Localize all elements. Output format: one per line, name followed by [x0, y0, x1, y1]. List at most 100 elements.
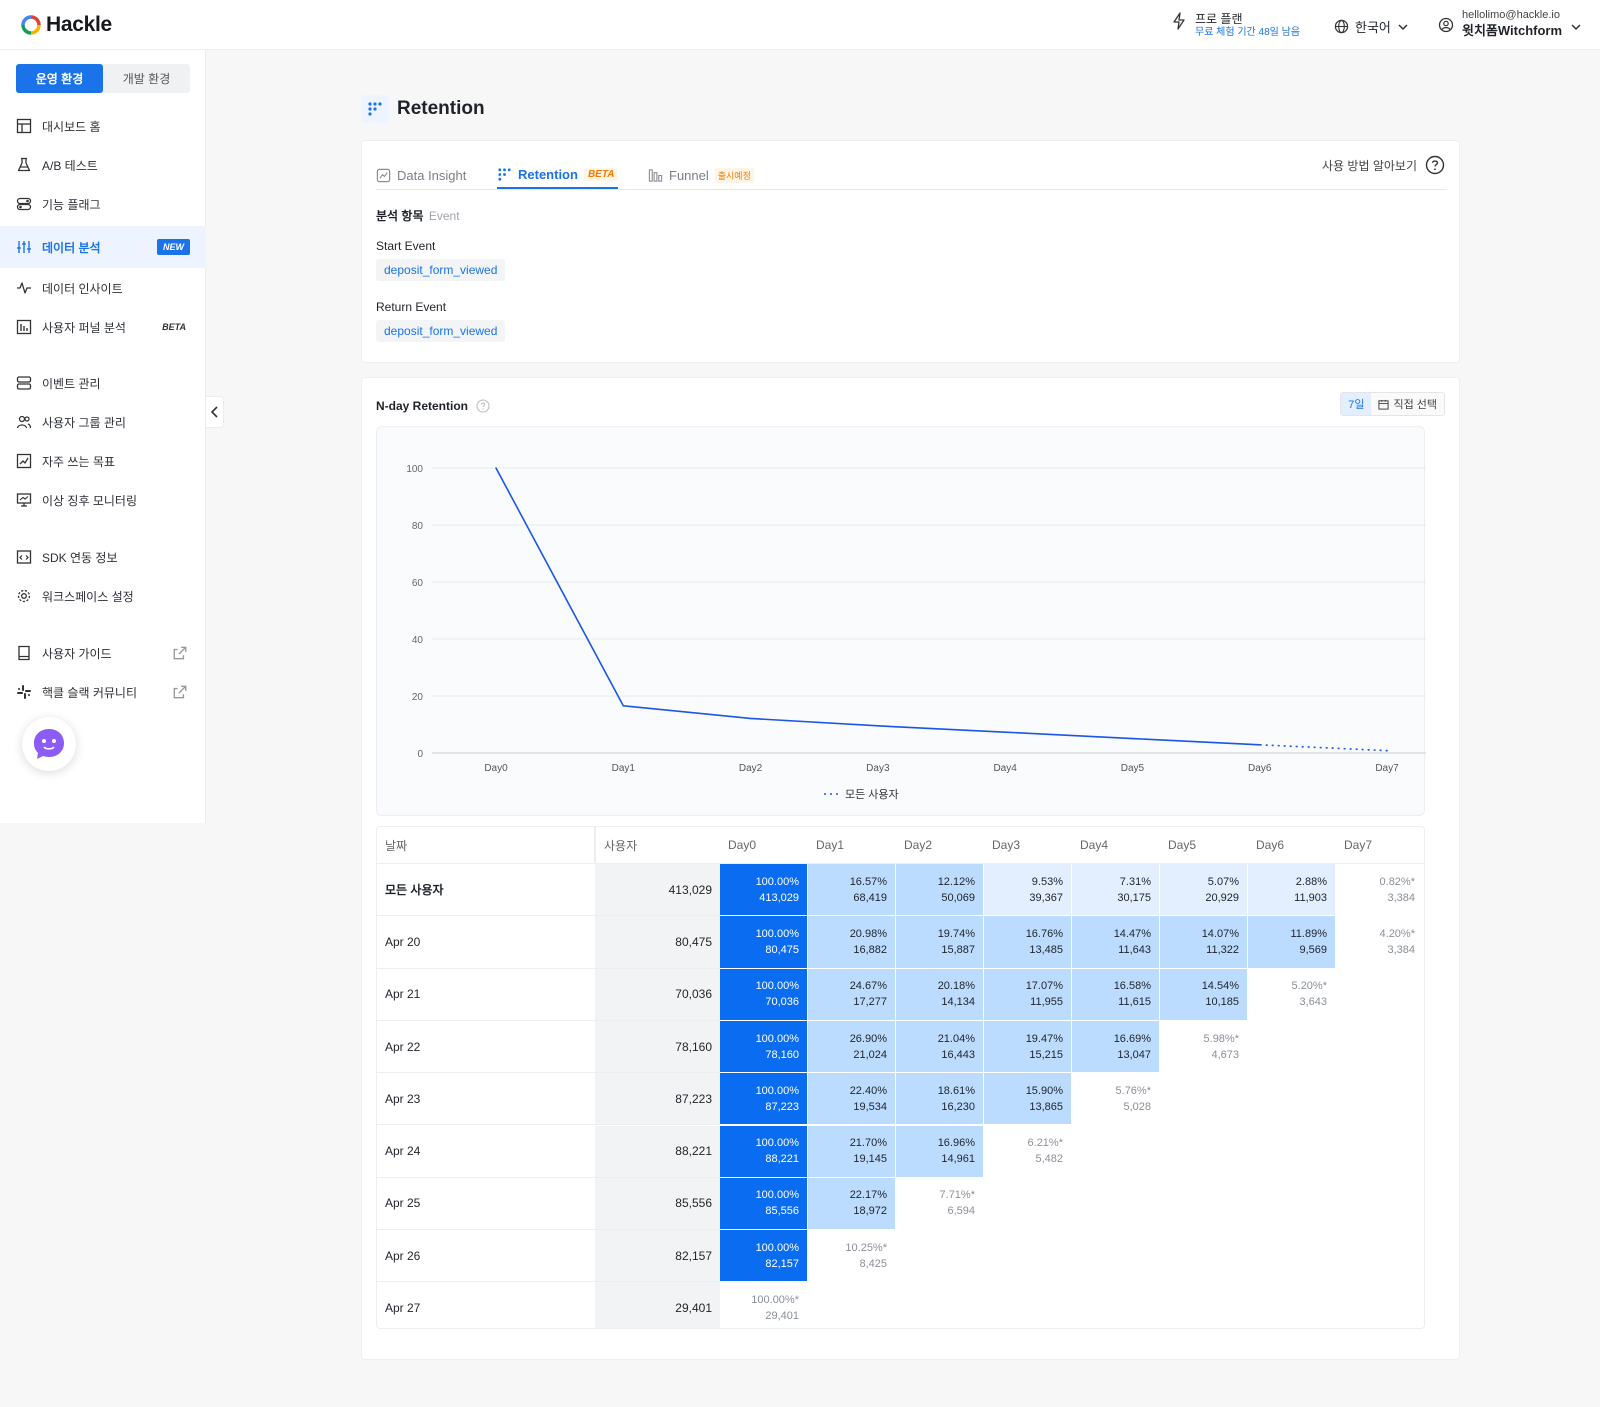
sidebar-item-anomaly-monitoring[interactable]: 이상 징후 모니터링 [0, 480, 206, 520]
retention-cell[interactable]: 100.00% 88,221 [720, 1125, 808, 1178]
chatbot-button[interactable] [22, 717, 76, 771]
y-tick-label: 100 [406, 464, 423, 475]
retention-cell[interactable]: 5.07% 20,929 [1160, 864, 1248, 917]
retention-cell[interactable]: 100.00% 80,475 [720, 916, 808, 969]
retention-cell[interactable]: 6.21%* 5,482 [984, 1125, 1072, 1178]
user-menu[interactable]: hellolimo@hackle.io 윗치폼Witchform [1438, 9, 1582, 40]
return-event-label: Return Event [376, 300, 447, 314]
return-event-chip[interactable]: deposit_form_viewed [376, 320, 506, 342]
retention-cell[interactable]: 4.20%* 3,384 [1336, 916, 1424, 969]
retention-cell[interactable]: 100.00%* 29,401 [720, 1282, 808, 1328]
period-custom-button[interactable]: 직접 선택 [1371, 393, 1444, 415]
retention-cell[interactable]: 19.47% 15,215 [984, 1020, 1072, 1074]
x-tick-label: Day2 [739, 763, 763, 774]
retention-cell[interactable]: 16.58% 11,615 [1072, 968, 1160, 1021]
retention-cell[interactable]: 22.17% 18,972 [808, 1177, 896, 1231]
sidebar-collapse-button[interactable] [206, 396, 224, 428]
sidebar-item-label: 사용자 퍼널 분석 [42, 320, 126, 335]
retention-cell[interactable]: 7.71%* 6,594 [896, 1177, 984, 1231]
sidebar-item-label: 사용자 가이드 [42, 646, 112, 661]
retention-cell[interactable]: 17.07% 11,955 [984, 968, 1072, 1021]
retention-cell[interactable]: 26.90% 21,024 [808, 1020, 896, 1074]
retention-cell[interactable]: 16.69% 13,047 [1072, 1020, 1160, 1074]
retention-cell[interactable]: 100.00% 82,157 [720, 1230, 808, 1283]
retention-rate: 11.89% [1290, 927, 1328, 940]
retention-rate: 6.21%* [1027, 1137, 1063, 1150]
question-circle-icon[interactable] [476, 399, 490, 413]
retention-count: 16,443 [941, 1048, 975, 1061]
retention-cell[interactable]: 100.00% 87,223 [720, 1073, 808, 1126]
help-link[interactable]: 사용 방법 알아보기 [1322, 155, 1445, 175]
env-production-button[interactable]: 운영 환경 [16, 64, 103, 93]
language-selector[interactable]: 한국어 [1334, 17, 1409, 36]
retention-cell[interactable]: 100.00% 413,029 [720, 864, 808, 917]
sidebar-item-label: SDK 연동 정보 [42, 550, 118, 565]
retention-cell[interactable]: 0.82%* 3,384 [1336, 864, 1424, 917]
retention-cell[interactable]: 19.74% 15,887 [896, 916, 984, 969]
sidebar-item-slack-community[interactable]: 핵클 슬랙 커뮤니티 [0, 672, 206, 712]
retention-cell[interactable]: 5.20%* 3,643 [1248, 968, 1336, 1021]
retention-cell[interactable]: 22.40% 19,534 [808, 1073, 896, 1126]
retention-line-chart: 0 20 40 60 80 100 Day0 Day1 Day2 Day3 Day4 Day5 Day6… [406, 464, 1447, 801]
retention-cell[interactable]: 11.89% 9,569 [1248, 916, 1336, 969]
sidebar-item-data-insight[interactable]: 데이터 인사이트 [0, 268, 206, 308]
env-development-button[interactable]: 개발 환경 [122, 72, 171, 86]
retention-cell[interactable]: 18.61% 16,230 [896, 1073, 984, 1126]
sidebar-item-dashboard[interactable]: 대시보드 홈 [0, 106, 206, 146]
retention-cell[interactable]: 16.96% 14,961 [896, 1125, 984, 1178]
retention-cell[interactable]: 24.67% 17,277 [808, 968, 896, 1021]
retention-cell[interactable]: 2.88% 11,903 [1248, 864, 1336, 917]
sidebar-item-workspace-settings[interactable]: 워크스페이스 설정 [0, 576, 206, 616]
retention-cell[interactable]: 14.47% 11,643 [1072, 916, 1160, 969]
globe-icon [1334, 19, 1349, 34]
analysis-subtitle: Event [428, 209, 460, 223]
sidebar-item-user-group[interactable]: 사용자 그룹 관리 [0, 402, 206, 442]
sidebar-item-funnel-analysis[interactable]: 사용자 퍼널 분석 BETA [0, 307, 206, 347]
sidebar-item-frequent-goals[interactable]: 자주 쓰는 목표 [0, 441, 206, 481]
retention-cell[interactable]: 7.31% 30,175 [1072, 864, 1160, 917]
sidebar-item-event-management[interactable]: 이벤트 관리 [0, 363, 206, 403]
retention-cell[interactable]: 9.53% 39,367 [984, 864, 1072, 917]
tab-retention[interactable]: Retention BETA [497, 161, 619, 189]
sidebar-item-user-guide[interactable]: 사용자 가이드 [0, 633, 206, 673]
retention-rate: 16.96% [937, 1137, 975, 1150]
hackle-logo[interactable]: Hackle [20, 13, 112, 37]
retention-cell[interactable]: 16.76% 13,485 [984, 916, 1072, 969]
retention-count: 87,223 [765, 1100, 799, 1113]
retention-cell[interactable]: 20.98% 16,882 [808, 916, 896, 969]
table-row-label: 모든 사용자 [377, 864, 595, 917]
retention-cell[interactable]: 16.57% 68,419 [808, 864, 896, 917]
retention-cell[interactable]: 5.76%* 5,028 [1072, 1073, 1160, 1126]
retention-rate: 100.00% [755, 927, 799, 940]
start-event-chip[interactable]: deposit_form_viewed [376, 259, 506, 281]
retention-cell[interactable]: 12.12% 50,069 [896, 864, 984, 917]
retention-cell[interactable]: 21.04% 16,443 [896, 1020, 984, 1074]
table-header-cell: Day6 [1248, 827, 1336, 864]
data-point [749, 717, 752, 720]
retention-cell[interactable]: 21.70% 19,145 [808, 1125, 896, 1178]
retention-cell[interactable]: 15.90% 13,865 [984, 1073, 1072, 1126]
retention-cell[interactable]: 100.00% 70,036 [720, 968, 808, 1021]
sidebar-item-sdk-info[interactable]: SDK 연동 정보 [0, 537, 206, 577]
retention-cell[interactable]: 14.07% 11,322 [1160, 916, 1248, 969]
retention-cell[interactable]: 100.00% 85,556 [720, 1177, 808, 1231]
retention-cell[interactable]: 14.54% 10,185 [1160, 968, 1248, 1021]
retention-cell[interactable]: 10.25%* 8,425 [808, 1230, 896, 1283]
plan-info[interactable]: 프로 플랜 무료 체험 기간 48일 남음 [1172, 12, 1300, 40]
period-7-days-button[interactable]: 7일 [1341, 393, 1372, 415]
retention-cell[interactable]: 5.98%* 4,673 [1160, 1020, 1248, 1074]
data-point [622, 704, 625, 707]
table-row-label: Apr 23 [377, 1073, 595, 1126]
retention-table: 날짜 사용자 Day0 Day1 Day2 Day3 Day4 Day5 Day6 Day7 모든 … [376, 826, 1425, 1329]
sidebar-item-data-analysis[interactable]: 데이터 분석 NEW [0, 226, 206, 268]
goal-chart-icon [16, 453, 32, 469]
retention-cell[interactable]: 100.00% 78,160 [720, 1020, 808, 1074]
sidebar-item-feature-flag[interactable]: 기능 플래그 [0, 184, 206, 224]
sidebar-item-ab-test[interactable]: A/B 테스트 [0, 145, 206, 185]
tab-data-insight[interactable]: Data Insight [376, 161, 466, 189]
tab-funnel[interactable]: Funnel 출시예정 [648, 161, 754, 189]
retention-rate: 2.88% [1295, 875, 1327, 888]
series-line-partial [1259, 743, 1388, 752]
retention-cell[interactable]: 20.18% 14,134 [896, 968, 984, 1021]
gear-icon [17, 589, 31, 603]
